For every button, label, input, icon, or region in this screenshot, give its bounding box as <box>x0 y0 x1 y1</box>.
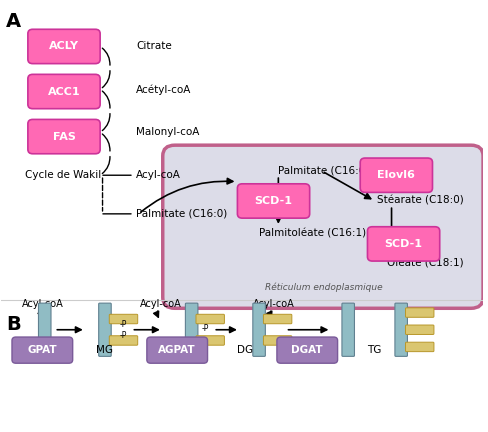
Text: Acyl-coA: Acyl-coA <box>21 299 63 309</box>
Text: Palmitate (C16:0): Palmitate (C16:0) <box>278 166 369 176</box>
FancyBboxPatch shape <box>406 308 434 317</box>
Text: AGPAT: AGPAT <box>159 345 196 355</box>
Text: ACC1: ACC1 <box>48 86 81 96</box>
FancyBboxPatch shape <box>360 158 432 192</box>
Text: Acétyl-coA: Acétyl-coA <box>136 84 192 95</box>
Text: Acyl-coA: Acyl-coA <box>136 170 181 180</box>
Text: SCD-1: SCD-1 <box>255 196 292 206</box>
FancyBboxPatch shape <box>196 314 224 324</box>
FancyBboxPatch shape <box>185 303 198 356</box>
FancyBboxPatch shape <box>99 303 111 356</box>
Text: DG: DG <box>237 345 253 355</box>
Text: Acyl-coA: Acyl-coA <box>140 299 181 309</box>
FancyBboxPatch shape <box>28 74 100 109</box>
FancyBboxPatch shape <box>395 303 407 356</box>
FancyBboxPatch shape <box>253 303 265 356</box>
Text: -P: -P <box>120 331 127 340</box>
Text: Citrate: Citrate <box>136 41 172 51</box>
FancyBboxPatch shape <box>28 29 100 64</box>
FancyBboxPatch shape <box>237 184 310 218</box>
FancyBboxPatch shape <box>406 325 434 334</box>
Text: -P: -P <box>120 320 127 329</box>
Text: Malonyl-coA: Malonyl-coA <box>136 127 200 137</box>
Text: MG: MG <box>97 345 113 355</box>
FancyBboxPatch shape <box>264 336 292 345</box>
Text: Palmitoléate (C16:1): Palmitoléate (C16:1) <box>259 228 366 238</box>
FancyBboxPatch shape <box>39 303 51 356</box>
Text: -P: -P <box>201 324 209 333</box>
Text: Oléate (C18:1): Oléate (C18:1) <box>386 258 463 268</box>
FancyBboxPatch shape <box>196 336 224 345</box>
Text: Cycle de Wakil: Cycle de Wakil <box>25 170 102 180</box>
FancyBboxPatch shape <box>109 314 138 324</box>
Text: Réticulum endoplasmique: Réticulum endoplasmique <box>265 282 383 292</box>
FancyBboxPatch shape <box>12 337 73 363</box>
Text: Stéarate (C18:0): Stéarate (C18:0) <box>377 196 464 206</box>
Text: Palmitate (C16:0): Palmitate (C16:0) <box>136 209 227 219</box>
Text: GPAT: GPAT <box>27 345 57 355</box>
FancyBboxPatch shape <box>277 337 338 363</box>
FancyBboxPatch shape <box>147 337 207 363</box>
Text: A: A <box>6 12 21 31</box>
Text: SCD-1: SCD-1 <box>385 239 423 249</box>
Text: Elovl6: Elovl6 <box>377 170 415 180</box>
FancyBboxPatch shape <box>406 342 434 352</box>
FancyBboxPatch shape <box>28 119 100 154</box>
Text: ACLY: ACLY <box>49 41 79 51</box>
FancyBboxPatch shape <box>367 227 440 261</box>
FancyBboxPatch shape <box>109 336 138 345</box>
FancyBboxPatch shape <box>264 314 292 324</box>
Text: Acyl-coA: Acyl-coA <box>253 299 294 309</box>
Text: TG: TG <box>367 345 382 355</box>
Text: B: B <box>6 315 21 334</box>
Text: DGAT: DGAT <box>291 345 323 355</box>
FancyBboxPatch shape <box>163 145 483 308</box>
FancyBboxPatch shape <box>342 303 354 356</box>
Text: FAS: FAS <box>53 132 76 142</box>
